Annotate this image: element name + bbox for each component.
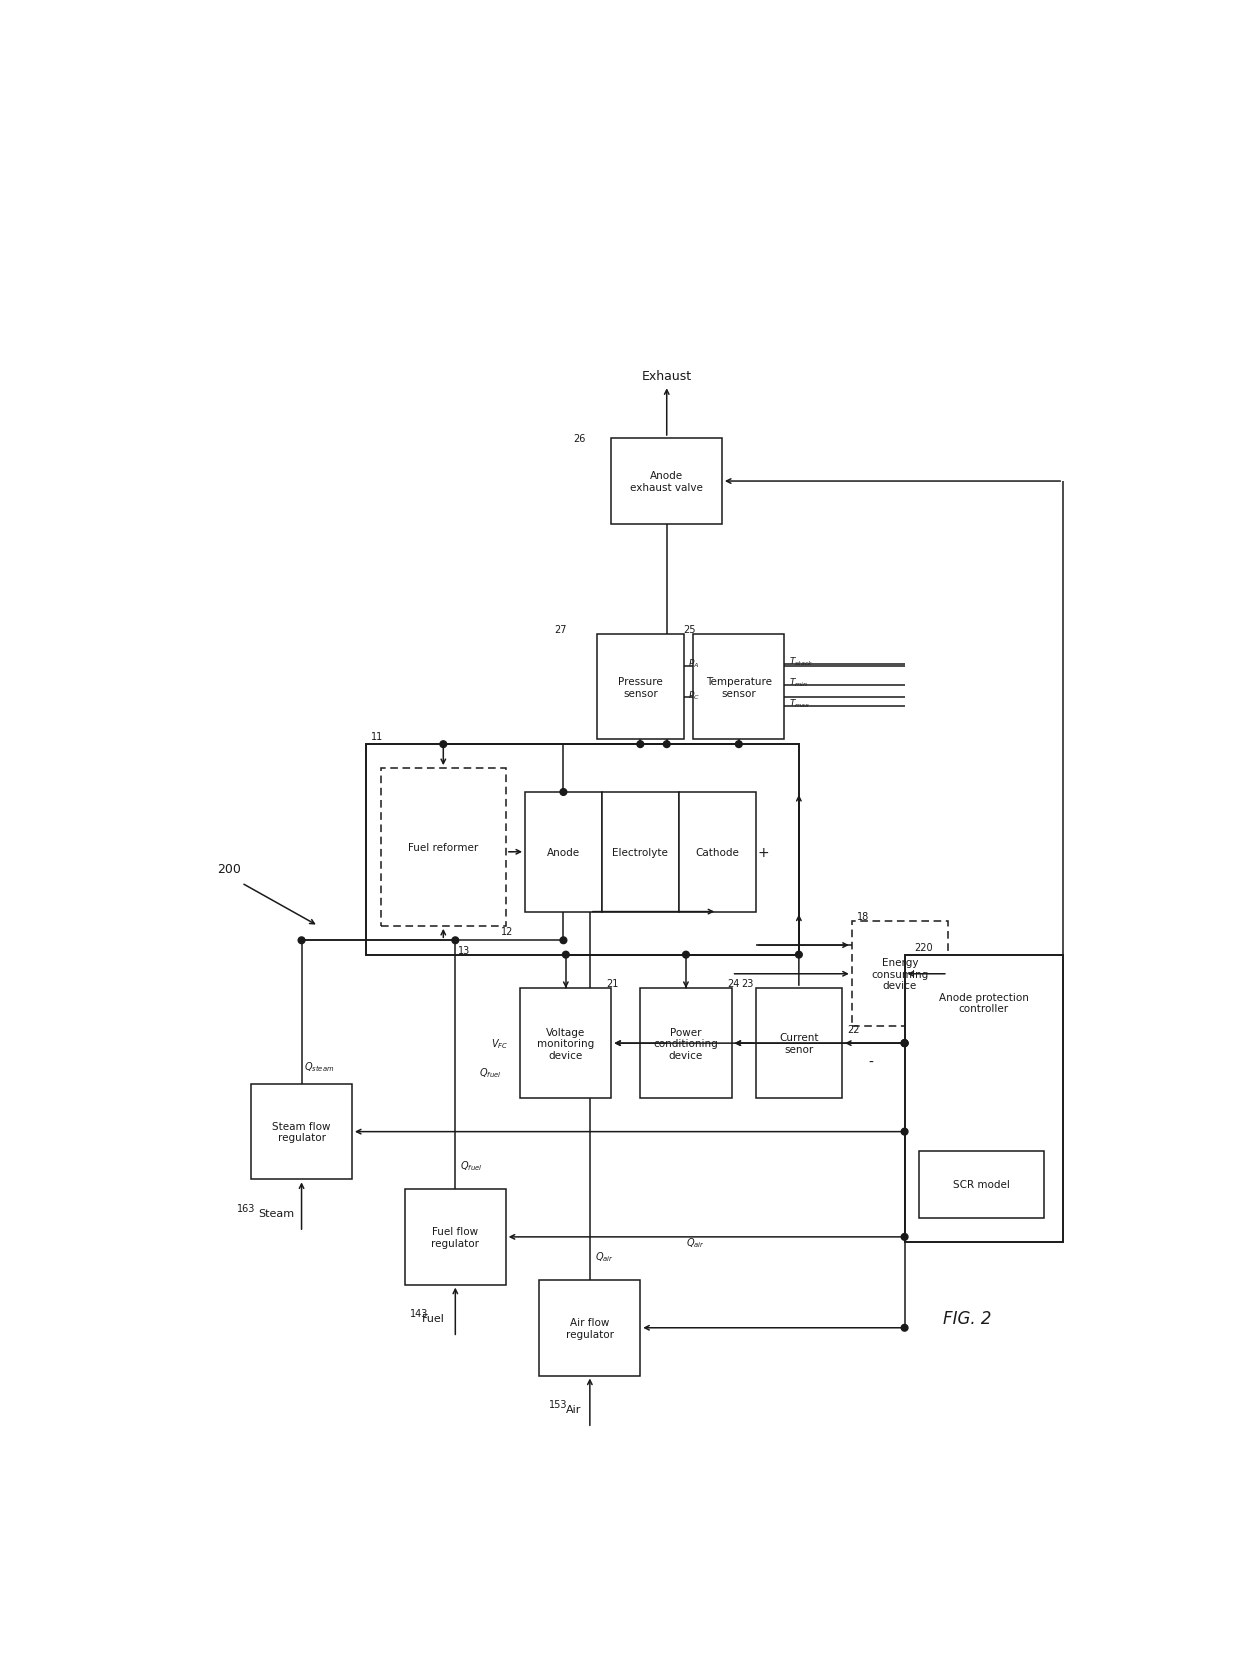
Text: Fuel reformer: Fuel reformer (408, 842, 479, 852)
Text: 11: 11 (371, 732, 383, 742)
Circle shape (682, 952, 689, 958)
Text: FIG. 2: FIG. 2 (942, 1310, 992, 1328)
Bar (521, 988, 611, 1098)
Text: $P_C$: $P_C$ (688, 689, 701, 701)
Text: Anode protection
controller: Anode protection controller (939, 992, 1029, 1013)
Text: -: - (508, 845, 513, 859)
Circle shape (560, 937, 567, 943)
Text: $Q_{air}$: $Q_{air}$ (686, 1235, 704, 1248)
Bar (525, 792, 601, 912)
Circle shape (901, 1040, 908, 1047)
Bar (381, 769, 506, 927)
Text: Power
conditioning
device: Power conditioning device (653, 1027, 718, 1060)
Text: Temperature
sensor: Temperature sensor (706, 677, 771, 699)
Text: -: - (868, 1055, 873, 1070)
Text: 220: 220 (914, 942, 932, 952)
Text: 26: 26 (573, 434, 585, 444)
Text: 153: 153 (549, 1399, 568, 1409)
Bar (755, 988, 842, 1098)
Text: $T_{min}$: $T_{min}$ (789, 676, 808, 689)
Text: Current
senor: Current senor (779, 1033, 818, 1055)
Text: 18: 18 (857, 912, 869, 922)
Text: Fuel flow
regulator: Fuel flow regulator (432, 1226, 480, 1248)
Circle shape (637, 742, 644, 749)
Circle shape (451, 937, 459, 943)
Text: $Q_{steam}$: $Q_{steam}$ (305, 1060, 335, 1073)
Text: $Q_{fuel}$: $Q_{fuel}$ (480, 1065, 502, 1078)
Circle shape (298, 937, 305, 943)
Circle shape (901, 1233, 908, 1240)
Text: 13: 13 (458, 945, 470, 955)
Circle shape (796, 952, 802, 958)
Text: 24: 24 (727, 978, 739, 988)
Text: Anode: Anode (547, 847, 580, 857)
Circle shape (901, 1040, 908, 1047)
Text: 25: 25 (683, 626, 696, 636)
Text: $V_{FC}$: $V_{FC}$ (491, 1037, 508, 1050)
Text: $T_{stack}$: $T_{stack}$ (789, 656, 813, 667)
Bar (678, 792, 755, 912)
Circle shape (440, 742, 446, 749)
Text: 12: 12 (501, 927, 513, 937)
Text: Energy
consuming
device: Energy consuming device (872, 957, 929, 990)
Bar (250, 1085, 352, 1180)
Text: Steam: Steam (258, 1208, 294, 1218)
Bar (539, 1280, 640, 1376)
Text: Steam flow
regulator: Steam flow regulator (273, 1122, 331, 1143)
Text: Exhaust: Exhaust (641, 369, 692, 383)
Text: 23: 23 (742, 978, 754, 988)
Bar (919, 1151, 1044, 1218)
Bar (596, 634, 683, 740)
Text: Voltage
monitoring
device: Voltage monitoring device (537, 1027, 594, 1060)
Text: 163: 163 (237, 1203, 255, 1213)
Text: Pressure
sensor: Pressure sensor (618, 677, 662, 699)
Text: $Q_{air}$: $Q_{air}$ (595, 1250, 614, 1263)
Circle shape (901, 1040, 908, 1047)
Text: $P_A$: $P_A$ (688, 657, 699, 669)
Text: $T_{max}$: $T_{max}$ (789, 697, 811, 709)
Circle shape (735, 742, 743, 749)
Circle shape (560, 789, 567, 795)
Bar (404, 1190, 506, 1285)
Bar (904, 955, 1063, 1241)
Text: +: + (758, 845, 769, 859)
Text: 143: 143 (409, 1308, 428, 1318)
Text: 21: 21 (606, 978, 619, 988)
Bar (852, 922, 947, 1027)
Bar (367, 745, 799, 955)
Text: $Q_{fuel}$: $Q_{fuel}$ (460, 1158, 482, 1173)
Circle shape (663, 742, 670, 749)
Text: 22: 22 (847, 1023, 859, 1033)
Circle shape (901, 1325, 908, 1331)
Circle shape (901, 1128, 908, 1135)
Text: Air: Air (565, 1404, 582, 1414)
Text: 200: 200 (217, 862, 242, 875)
Bar (693, 634, 785, 740)
Text: Cathode: Cathode (696, 847, 739, 857)
Text: Anode
exhaust valve: Anode exhaust valve (630, 471, 703, 493)
Text: SCR model: SCR model (954, 1180, 1009, 1190)
Circle shape (563, 952, 569, 958)
Text: Electrolyte: Electrolyte (613, 847, 668, 857)
Text: 27: 27 (554, 626, 567, 636)
Bar (611, 439, 722, 524)
Text: Air flow
regulator: Air flow regulator (565, 1318, 614, 1340)
Bar (601, 792, 678, 912)
Bar (640, 988, 732, 1098)
Text: Fuel: Fuel (422, 1313, 445, 1323)
